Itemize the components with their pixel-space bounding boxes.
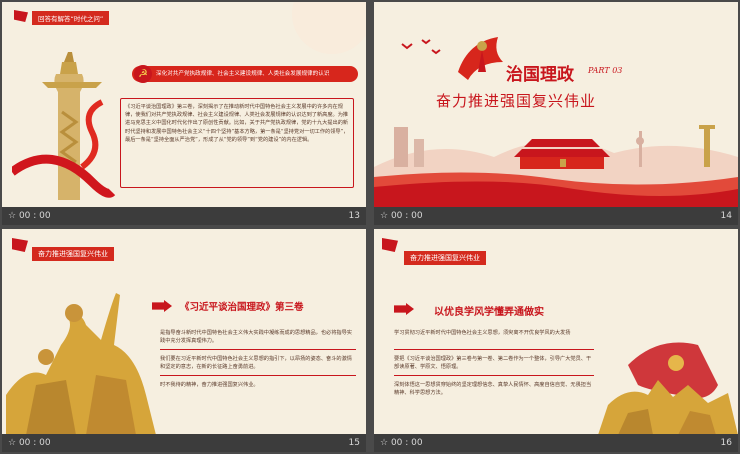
party-emblem-icon: ☭ <box>134 65 152 83</box>
quote-box <box>120 98 354 188</box>
birds-decoration <box>401 39 441 55</box>
heroic-statue-image <box>6 293 156 434</box>
slide-thumbnail-13[interactable]: 回答有解答“时代之问” ☭ 深化对共产党执政规律、社会主义建设规律、人类社会发展… <box>2 2 366 225</box>
slide-14-canvas: 治国理政 PART 03 奋力推进强国复兴伟业 <box>374 2 738 207</box>
slide-thumbnail-14[interactable]: 治国理政 PART 03 奋力推进强国复兴伟业 ☆ 00 : 00 14 <box>374 2 738 225</box>
divider-2 <box>160 375 356 376</box>
section-flag-icon <box>12 238 28 252</box>
slide-13-footer: ☆ 00 : 00 13 <box>2 207 366 225</box>
banner-bar <box>132 66 358 82</box>
slide-16-paragraph-3: 深刻体悟这一思想贯穿始终的坚定理想信念、真挚人民情怀、高度自信自觉、无畏担当精神… <box>394 382 592 397</box>
huabiao-pillar-image <box>12 52 116 200</box>
slide-thumbnail-15[interactable]: 奋力推进强国复兴伟业 《习近平谈治国理政》第三卷 是指导奋斗新时代中国特色社会主… <box>2 229 366 452</box>
slide-13-number: 13 <box>348 211 360 221</box>
slide-16-timing: ☆ 00 : 00 <box>380 438 423 448</box>
flag-figure-icon <box>458 37 503 80</box>
slide-13-canvas: 回答有解答“时代之问” ☭ 深化对共产党执政规律、社会主义建设规律、人类社会发展… <box>2 2 366 207</box>
slide-15-timing: ☆ 00 : 00 <box>8 438 51 448</box>
slide-16-heading: 以优良学风学懂弄通做实 <box>434 307 544 318</box>
slide-14-title: 治国理政 <box>506 65 574 85</box>
slide-16-canvas: 奋力推进强国复兴伟业 以优良学风学懂弄通做实 学习贯彻习近平新时代中国特色社会主… <box>374 229 738 434</box>
slide-thumbnail-16[interactable]: 奋力推进强国复兴伟业 以优良学风学懂弄通做实 学习贯彻习近平新时代中国特色社会主… <box>374 229 738 452</box>
slide-14-footer: ☆ 00 : 00 14 <box>374 207 738 225</box>
divider-1 <box>394 349 594 350</box>
tiananmen-skyline-image <box>374 117 738 207</box>
hand-pointer-icon <box>394 303 414 315</box>
section-tag: 奋力推进强国复兴伟业 <box>404 251 486 265</box>
slide-13-timing: ☆ 00 : 00 <box>8 211 51 221</box>
section-tag: 回答有解答“时代之问” <box>32 11 110 25</box>
hand-pointer-icon <box>152 300 172 312</box>
slide-16-paragraph-1: 学习贯彻习近平新时代中国特色社会主义思想，须臾离不开优良学风的大发扬 <box>394 330 571 336</box>
slide-14-timing: ☆ 00 : 00 <box>380 211 423 221</box>
divider-1 <box>160 349 356 350</box>
slide-15-paragraph-2: 我们要在习近平新时代中国特色社会主义思想的指引下，以昂扬的姿态、奋斗的激情和坚定… <box>160 356 352 371</box>
slide-15-paragraph-3: 时不我待的精神，奋力推进强国复兴伟业。 <box>160 382 259 388</box>
slide-16-paragraph-2: 要把《习近平谈治国理政》第三卷与第一卷、第二卷作为一个整体，引导广大党员、干部读… <box>394 356 592 371</box>
section-flag-icon <box>14 10 28 22</box>
slide-15-paragraph-1: 是指导奋斗新时代中国特色社会主义伟大实践中凝练而成的思想精品，也必将指导实践中充… <box>160 330 352 345</box>
slide-13-paragraph: 《习近平谈治国理政》第三卷，深刻揭示了在推动新时代中国特色社会主义发展中的许多内… <box>125 104 349 143</box>
divider-2 <box>394 375 594 376</box>
section-tag: 奋力推进强国复兴伟业 <box>32 247 114 261</box>
monument-relief-image <box>598 342 738 434</box>
banner-text: 深化对共产党执政规律、社会主义建设规律、人类社会发展规律的认识 <box>156 71 330 77</box>
sun-rays-decoration <box>292 2 366 54</box>
slide-15-heading: 《习近平谈治国理政》第三卷 <box>180 302 304 313</box>
slide-15-footer: ☆ 00 : 00 15 <box>2 434 366 452</box>
slide-16-footer: ☆ 00 : 00 16 <box>374 434 738 452</box>
section-flag-icon <box>382 238 398 252</box>
slide-14-number: 14 <box>720 211 732 221</box>
part-label: PART 03 <box>588 66 623 75</box>
slide-16-number: 16 <box>720 438 732 448</box>
slide-14-subtitle: 奋力推进强国复兴伟业 <box>436 92 597 110</box>
slide-15-canvas: 奋力推进强国复兴伟业 《习近平谈治国理政》第三卷 是指导奋斗新时代中国特色社会主… <box>2 229 366 434</box>
slide-15-number: 15 <box>348 438 360 448</box>
